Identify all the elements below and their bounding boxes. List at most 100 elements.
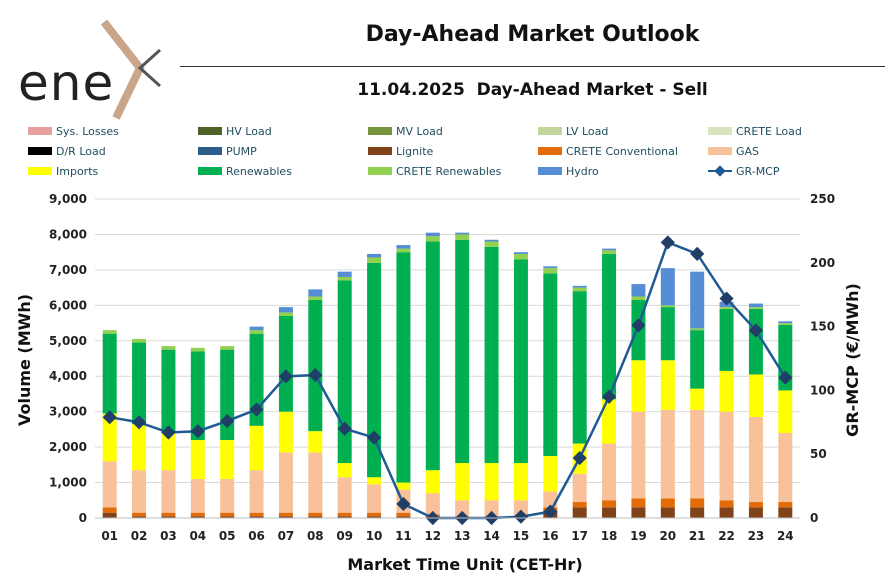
bar-hydro-08 (308, 289, 323, 297)
bar-crete-renewables-21 (690, 328, 705, 331)
bar-gas-09 (337, 477, 352, 513)
title-divider (180, 66, 885, 67)
bar-lignite-10 (367, 516, 382, 518)
bar-hydro-09 (337, 271, 352, 277)
gr-mcp-point-11 (396, 496, 411, 512)
legend-swatch-lignite (368, 147, 392, 155)
x-tick-label: 11 (395, 529, 412, 543)
y2-tick-label: 150 (810, 320, 835, 334)
bar-crete-renewables-12 (425, 236, 440, 242)
bar-crete-conventional-18 (602, 500, 617, 508)
x-tick-label: 19 (630, 529, 647, 543)
bar-crete-renewables-20 (660, 305, 675, 308)
bar-renewables-06 (249, 333, 264, 426)
bar-imports-06 (249, 425, 264, 471)
bar-renewables-07 (278, 315, 293, 412)
bar-imports-05 (220, 440, 235, 480)
bar-crete-conventional-02 (132, 512, 147, 517)
bar-lignite-24 (778, 507, 793, 518)
x-tick-label: 12 (424, 529, 441, 543)
bar-lignite-19 (631, 507, 646, 518)
legend-label: CRETE Conventional (566, 145, 678, 158)
bar-imports-03 (161, 432, 176, 471)
y-tick-label: 9,000 (49, 192, 87, 206)
legend-swatch-pump (198, 147, 222, 155)
bar-crete-conventional-01 (102, 507, 117, 513)
legend-swatch-d-r-load (28, 147, 52, 155)
bar-hydro-23 (748, 303, 763, 308)
bar-lignite-20 (660, 507, 675, 518)
bar-hydro-18 (602, 248, 617, 251)
x-tick-label: 06 (248, 529, 265, 543)
bar-renewables-10 (367, 262, 382, 478)
x-tick-label: 21 (689, 529, 706, 543)
gr-mcp-point-21 (690, 246, 705, 261)
bar-crete-renewables-09 (337, 276, 352, 281)
gr-mcp-point-24 (778, 370, 793, 385)
y-tick-label: 3,000 (49, 405, 87, 419)
bar-crete-conventional-21 (690, 498, 705, 508)
bar-lignite-06 (249, 516, 264, 518)
bar-imports-13 (455, 463, 470, 501)
bar-hydro-12 (425, 232, 440, 237)
legend-swatch-renewables (198, 167, 222, 175)
bar-renewables-22 (719, 308, 734, 371)
bar-crete-conventional-07 (278, 512, 293, 517)
legend-swatch-imports (28, 167, 52, 175)
x-tick-label: 04 (189, 529, 206, 543)
logo-text: ene (18, 54, 115, 112)
bar-crete-renewables-16 (543, 268, 558, 274)
x-tick-label: 24 (777, 529, 794, 543)
bar-hydro-06 (249, 326, 264, 331)
y-axis-title: Volume (MWh) (15, 294, 34, 426)
bar-crete-conventional-10 (367, 512, 382, 517)
bar-hydro-07 (278, 307, 293, 313)
x-tick-label: 17 (571, 529, 588, 543)
gr-mcp-point-03 (161, 425, 176, 440)
y-tick-label: 0 (79, 511, 87, 525)
gr-mcp-point-17 (572, 450, 587, 466)
y2-axis-title: GR-MCP (€/MWh) (843, 283, 862, 437)
bar-renewables-17 (572, 291, 587, 444)
x-tick-label: 22 (718, 529, 735, 543)
bar-gas-23 (748, 416, 763, 503)
bar-imports-01 (102, 413, 117, 462)
gr-mcp-point-02 (131, 415, 147, 430)
bar-renewables-09 (337, 280, 352, 464)
bar-lignite-23 (748, 507, 763, 518)
bar-gas-19 (631, 411, 646, 499)
bar-gas-21 (690, 409, 705, 499)
bar-lignite-22 (719, 507, 734, 518)
bar-crete-conventional-06 (249, 512, 264, 517)
bar-crete-renewables-05 (220, 346, 235, 350)
legend-swatch-crete-conventional (538, 147, 562, 155)
bar-crete-renewables-19 (631, 296, 646, 301)
gr-mcp-line (109, 240, 787, 520)
bar-crete-conventional-19 (631, 498, 646, 508)
gr-mcp-point-05 (220, 413, 235, 429)
bar-hydro-16 (543, 266, 558, 269)
bar-crete-conventional-24 (778, 502, 793, 508)
gr-mcp-point-22 (719, 291, 734, 306)
bar-imports-11 (396, 482, 411, 490)
chart-legend: Sys. Losses HV Load MV Load LV Load CRETE Lo… (28, 125, 802, 178)
page-title: Day-Ahead Market Outlook (365, 22, 700, 47)
bar-crete-renewables-22 (719, 307, 734, 309)
bar-hydro-15 (513, 252, 528, 254)
gr-mcp-point-01 (102, 410, 117, 425)
legend-swatch-hv-load (198, 127, 222, 135)
bar-crete-conventional-09 (337, 512, 352, 517)
bar-crete-renewables-02 (132, 339, 147, 343)
gr-mcp-point-15 (513, 509, 529, 524)
legend-label: Hydro (566, 165, 599, 178)
bar-renewables-05 (220, 349, 235, 441)
bar-crete-renewables-01 (102, 330, 117, 334)
bar-renewables-02 (132, 342, 147, 425)
bar-gas-18 (602, 443, 617, 501)
gr-mcp-point-10 (366, 430, 382, 445)
legend-label: Imports (56, 165, 99, 178)
legend-label: Renewables (226, 165, 292, 178)
x-tick-label: 03 (160, 529, 177, 543)
gr-mcp-point-19 (631, 318, 646, 333)
legend-label: Sys. Losses (56, 125, 119, 138)
